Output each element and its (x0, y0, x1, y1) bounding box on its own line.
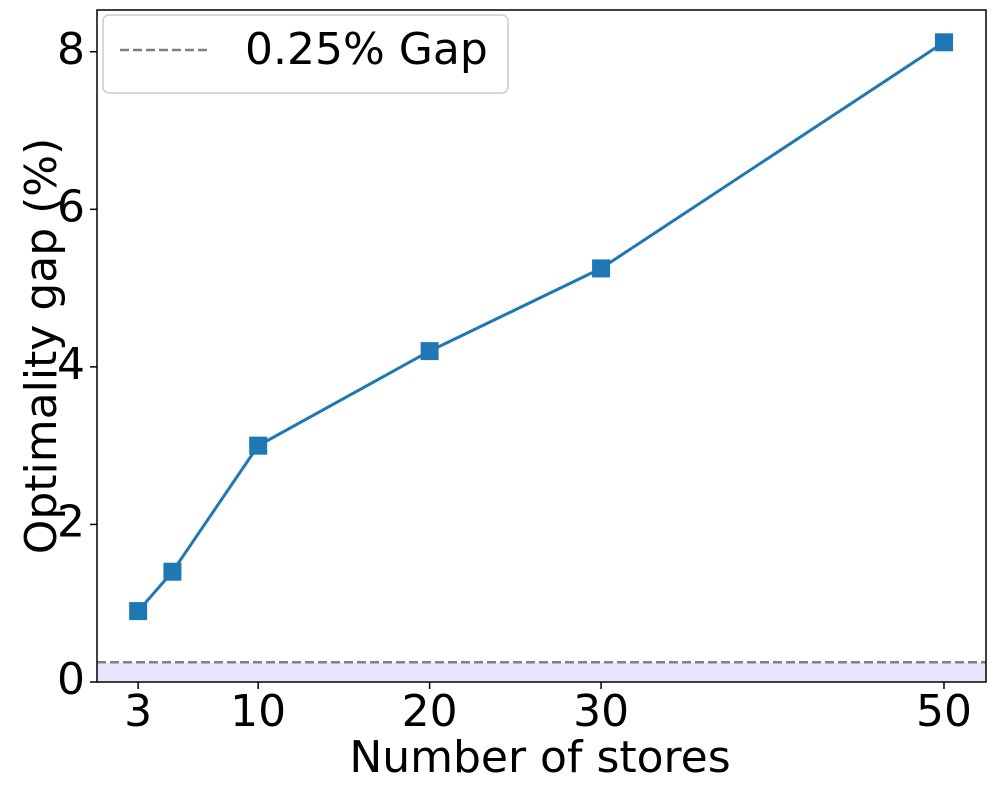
y-tick-label: 0 (57, 654, 85, 705)
x-tick-label: 3 (124, 686, 152, 737)
marker (249, 436, 268, 455)
threshold-band (97, 662, 986, 682)
y-tick-label: 4 (57, 339, 85, 390)
legend-box (102, 14, 509, 94)
x-axis-label: Number of stores (349, 732, 730, 783)
y-axis-label: Optimality gap (%) (16, 138, 67, 555)
legend-label: 0.25% Gap (245, 24, 488, 75)
x-tick-label: 50 (916, 686, 972, 737)
marker (420, 342, 439, 361)
marker (129, 602, 148, 621)
x-tick-label: 10 (230, 686, 286, 737)
marker (163, 562, 182, 581)
y-tick-label: 8 (57, 24, 85, 75)
series-line (137, 41, 945, 613)
x-tick-label: 30 (573, 686, 629, 737)
y-tick-label: 6 (57, 181, 85, 232)
y-tick-label: 2 (57, 496, 85, 547)
marker (934, 33, 953, 52)
marker (592, 259, 611, 278)
x-tick-label: 20 (402, 686, 458, 737)
plot-frame (96, 9, 987, 683)
